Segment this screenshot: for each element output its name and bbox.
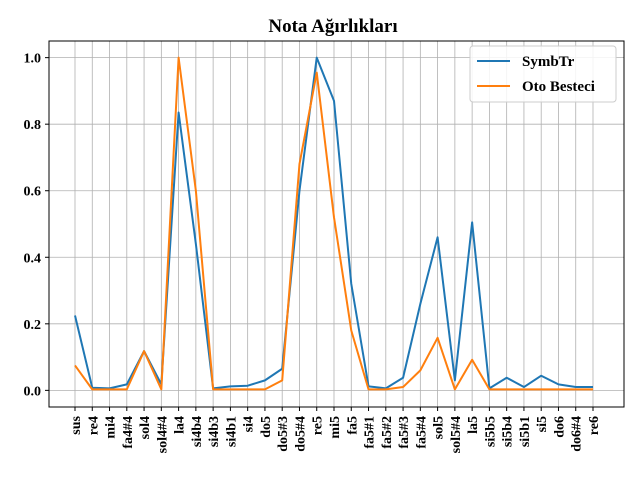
legend-label-symbtr: SymbTr (522, 54, 575, 70)
x-tick-label: re6 (587, 416, 602, 435)
x-tick-label: do5#4 (293, 416, 308, 452)
grid (49, 41, 624, 407)
x-tick-label: sol4#4 (155, 416, 170, 453)
x-tick-label: sol5 (432, 416, 447, 439)
x-tick-label: fa5#2 (380, 416, 395, 449)
plot-frame (48, 40, 625, 408)
x-tick-label: mi5 (328, 416, 343, 439)
x-tick-label: fa5 (345, 416, 360, 435)
x-tick-label: re5 (311, 416, 326, 435)
series-group (74, 56, 594, 391)
x-tick-label: fa4#4 (121, 416, 136, 449)
x-tick-label: sol5#4 (449, 416, 464, 453)
x-tick-label: do6 (552, 416, 567, 438)
x-tick-label: si4b4 (190, 416, 205, 447)
x-tick-label: si4b3 (207, 416, 222, 447)
x-tick-label: do5#3 (276, 416, 291, 452)
x-tick-label: fa5#1 (363, 416, 378, 449)
x-tick-label: do5 (259, 416, 274, 438)
x-tick-label: si5 (535, 416, 550, 432)
x-tick-label: si4b1 (224, 416, 239, 447)
x-tick-label: sol4 (138, 416, 153, 439)
x-tick-label: fa5#4 (414, 416, 429, 449)
x-tick-label: la4 (173, 416, 188, 434)
y-tick-label: 0.0 (24, 384, 42, 399)
x-tick-label: si4 (242, 416, 257, 432)
y-tick-label: 0.8 (24, 118, 42, 133)
x-tick-label: re4 (86, 416, 101, 435)
y-tick-label: 0.6 (24, 185, 42, 200)
x-tick-label: si5b1 (518, 416, 533, 447)
y-tick-label: 0.2 (24, 318, 42, 333)
x-tick-label: fa5#3 (397, 416, 412, 449)
x-tick-label: mi4 (104, 416, 119, 439)
legend: SymbTr Oto Besteci (469, 45, 617, 103)
chart-title: Nota Ağırlıkları (268, 16, 397, 37)
x-tick-label: si5b4 (501, 416, 516, 447)
x-tick-label: la5 (466, 416, 481, 434)
y-axis: 0.0 0.2 0.4 0.6 0.8 1.0 (24, 52, 49, 399)
x-tick-label: sus (69, 415, 84, 434)
x-tick-label: si5b5 (483, 416, 498, 447)
x-tick-label: do6#4 (570, 416, 585, 452)
x-axis: sus re4 mi4 fa4#4 sol4 sol4#4 la4 si4b4 si4b3 si4… (69, 407, 602, 453)
y-tick-label: 0.4 (24, 251, 42, 266)
y-tick-label: 1.0 (24, 52, 42, 67)
legend-label-oto-besteci: Oto Besteci (522, 79, 595, 95)
